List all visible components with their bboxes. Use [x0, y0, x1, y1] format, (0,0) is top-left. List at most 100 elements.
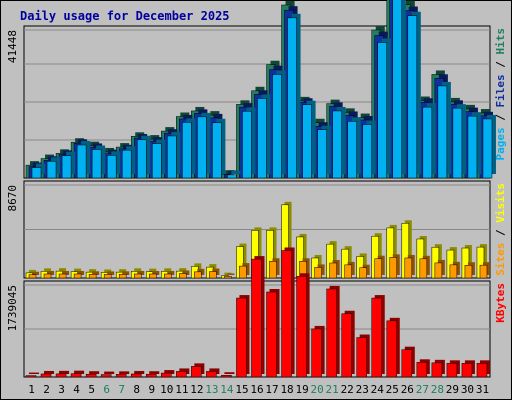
x-tick-label-20: 20	[311, 383, 324, 396]
y-max-label-bottom: 1739045	[6, 285, 19, 331]
bar-pages-day-29	[452, 107, 463, 179]
bar-kbytes-day-15	[236, 297, 247, 378]
legend-item-visits: Visits	[494, 183, 507, 223]
x-tick-label-4: 4	[73, 383, 80, 396]
bar-shadow-kbytes	[134, 370, 145, 374]
x-tick-label-10: 10	[160, 383, 173, 396]
bar-pages-day-16	[257, 98, 267, 179]
bar-sites-day-20	[314, 267, 322, 279]
bar-shadow-sites	[77, 270, 85, 275]
bar-pages-day-5	[91, 149, 102, 179]
bar-sites-day-11	[179, 273, 187, 279]
bar-kbytes-day-8	[130, 373, 142, 378]
bar-pages-day-21	[332, 110, 342, 179]
bar-pages-day-27	[422, 106, 433, 179]
bar-sites-day-13	[209, 271, 217, 279]
x-tick-label-24: 24	[371, 383, 385, 396]
bar-sites-day-14	[224, 276, 232, 279]
x-tick-label-1: 1	[28, 383, 35, 396]
bar-kbytes-day-17	[266, 291, 277, 378]
bar-sites-day-7	[118, 274, 127, 279]
bar-kbytes-day-24	[371, 297, 382, 378]
x-tick-label-8: 8	[133, 383, 140, 396]
bar-sites-day-3	[58, 273, 67, 279]
x-tick-label-29: 29	[446, 383, 459, 396]
bar-kbytes-day-27	[416, 362, 428, 378]
bar-shadow-sites	[227, 273, 235, 275]
bar-sites-day-21	[329, 262, 337, 279]
bar-shadow-sites	[167, 270, 175, 275]
bar-kbytes-day-25	[386, 320, 398, 378]
bar-kbytes-day-26	[401, 349, 413, 378]
bar-kbytes-day-29	[446, 363, 458, 378]
bar-kbytes-day-3	[55, 373, 67, 378]
x-tick-label-19: 19	[295, 383, 308, 396]
x-tick-label-11: 11	[175, 383, 188, 396]
legend-item-hits: Hits	[494, 28, 507, 55]
bar-shadow-kbytes	[89, 371, 100, 374]
bar-kbytes-day-19	[296, 276, 307, 378]
bar-kbytes-day-7	[115, 374, 127, 378]
legend-item-kbytes: KBytes	[494, 283, 507, 323]
legend-item-files: Files	[494, 74, 507, 107]
x-tick-label-14: 14	[220, 383, 234, 396]
legend-top: Pages / Files / Hits	[494, 28, 507, 161]
legend-item-pages: Pages	[494, 127, 507, 160]
legend-separator: /	[494, 223, 507, 243]
bar-pages-day-10	[167, 135, 177, 179]
bar-kbytes-day-21	[326, 288, 337, 378]
bar-kbytes-day-11	[176, 371, 187, 378]
bar-sites-day-25	[389, 257, 398, 279]
bar-kbytes-day-10	[161, 372, 172, 378]
bar-sites-day-31	[479, 264, 488, 279]
bar-pages-day-18	[287, 17, 297, 179]
x-tick-label-31: 31	[476, 383, 489, 396]
x-tick-label-17: 17	[265, 383, 278, 396]
bar-sites-day-24	[374, 258, 382, 279]
bar-shadow-sites	[152, 270, 160, 275]
bar-sites-day-1	[28, 274, 37, 279]
bar-shadow-pages	[231, 170, 241, 174]
bar-pages-day-4	[76, 144, 87, 179]
bar-pages-day-8	[136, 139, 147, 179]
legend-item-sites: Sites	[494, 243, 507, 276]
bar-pages-day-26	[407, 15, 418, 179]
x-tick-label-9: 9	[148, 383, 155, 396]
bar-pages-day-1	[31, 167, 42, 179]
x-tick-label-30: 30	[461, 383, 474, 396]
bar-kbytes-day-18	[281, 250, 292, 378]
bar-shadow-kbytes	[119, 371, 130, 374]
bar-kbytes-day-12	[191, 366, 202, 378]
chart-title: Daily usage for December 2025	[20, 9, 230, 23]
y-max-label-top: 41448	[6, 30, 19, 63]
bar-shadow-sites	[62, 270, 70, 275]
bar-pages-day-17	[272, 74, 282, 179]
bar-pages-day-9	[152, 143, 162, 179]
bar-sites-day-2	[43, 273, 52, 279]
bar-pages-day-22	[347, 121, 357, 179]
legend-bottom: KBytes	[494, 283, 507, 323]
bar-shadow-sites	[122, 271, 130, 275]
bar-kbytes-day-5	[85, 373, 97, 378]
bar-kbytes-day-31	[476, 363, 488, 378]
x-tick-label-26: 26	[401, 383, 414, 396]
bar-shadow-kbytes	[224, 372, 235, 374]
bar-pages-day-19	[302, 104, 312, 179]
bar-pages-day-23	[362, 124, 372, 179]
x-tick-label-3: 3	[58, 383, 65, 396]
bar-pages-day-14	[227, 174, 237, 179]
bar-shadow-kbytes	[164, 370, 175, 374]
bar-pages-day-24	[377, 42, 387, 179]
bar-sites-day-26	[404, 257, 413, 279]
x-tick-label-25: 25	[386, 383, 399, 396]
bar-kbytes-day-20	[311, 328, 322, 378]
bar-sites-day-6	[103, 274, 112, 279]
legend-separator: /	[494, 108, 507, 128]
panel-bottom: 1739045 KBytes	[6, 247, 507, 378]
legend-separator: /	[494, 55, 507, 75]
bar-kbytes-day-2	[40, 373, 52, 378]
bar-kbytes-day-4	[70, 373, 82, 378]
bar-pages-day-11	[182, 122, 192, 179]
x-tick-label-18: 18	[280, 383, 293, 396]
x-tick-label-5: 5	[88, 383, 95, 396]
